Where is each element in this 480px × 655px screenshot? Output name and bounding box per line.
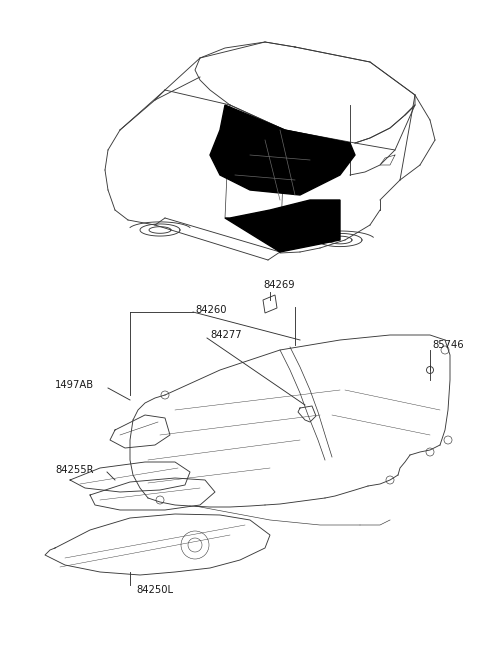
Text: 84260: 84260 bbox=[195, 305, 227, 315]
Text: 1497AB: 1497AB bbox=[55, 380, 94, 390]
Polygon shape bbox=[225, 200, 340, 252]
Polygon shape bbox=[210, 105, 355, 195]
Text: 84277: 84277 bbox=[210, 330, 241, 340]
Text: 84250L: 84250L bbox=[136, 585, 173, 595]
Text: 85746: 85746 bbox=[432, 340, 464, 350]
Text: 84269: 84269 bbox=[263, 280, 295, 290]
Text: 84255R: 84255R bbox=[55, 465, 94, 475]
